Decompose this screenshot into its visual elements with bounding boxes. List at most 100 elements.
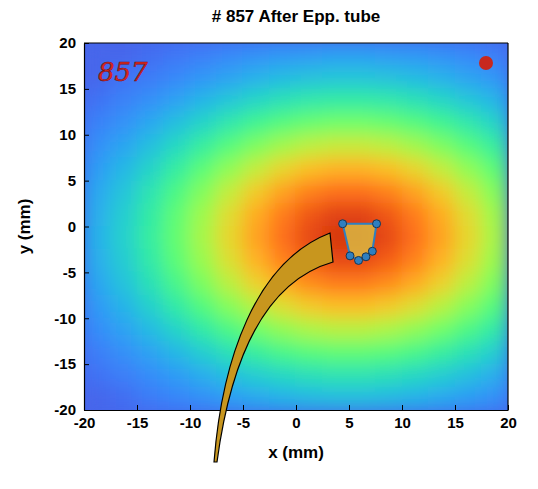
y-axis-title: y (mm) [15, 199, 34, 255]
heatmap-cell [84, 341, 111, 365]
polygon-vertex [355, 256, 363, 264]
heatmap [84, 43, 508, 410]
heatmap-cell [349, 134, 377, 158]
heatmap-cell [190, 249, 218, 273]
axis: -20-15-10-505101520 [74, 405, 517, 431]
heatmap-cell [110, 157, 138, 181]
heatmap-cell [322, 65, 350, 89]
heatmap-cell [455, 387, 483, 410]
heatmap-cell [296, 157, 324, 181]
heatmap-cell [269, 88, 297, 112]
heatmap-cell [375, 157, 403, 181]
heatmap-cell [296, 364, 324, 388]
heatmap-cell [216, 249, 244, 273]
heatmap-cell [296, 111, 324, 135]
heatmap-cell [296, 88, 324, 112]
heatmap-cell [349, 364, 377, 388]
heatmap-cell [349, 272, 377, 296]
heatmap-cell [375, 387, 403, 410]
heatmap-cell [110, 364, 138, 388]
heatmap-cell [481, 111, 508, 135]
heatmap-cell [455, 249, 483, 273]
tick: 5 [345, 405, 353, 431]
heatmap-cell [402, 43, 430, 66]
heatmap-cell [110, 88, 138, 112]
heatmap-cell [402, 111, 430, 135]
heatmap-cell [402, 364, 430, 388]
heatmap-cell [296, 65, 324, 89]
heatmap-cell [375, 43, 403, 66]
heatmap-cell [163, 203, 191, 227]
heatmap-cell [269, 180, 297, 204]
heatmap-cell [349, 387, 377, 410]
tick-label: 5 [68, 172, 76, 189]
heatmap-cell [349, 65, 377, 89]
tick-label: 10 [59, 126, 76, 143]
heatmap-cell [481, 134, 508, 158]
heatmap-cell [216, 111, 244, 135]
heatmap-cell [455, 226, 483, 250]
heatmap-cell [84, 272, 111, 296]
heatmap-cell [84, 387, 111, 410]
heatmap-cell [163, 134, 191, 158]
heatmap-cell [190, 157, 218, 181]
heatmap-cell [455, 364, 483, 388]
tick: 10 [394, 405, 411, 431]
heatmap-cell [269, 203, 297, 227]
heatmap-cell [84, 226, 111, 250]
heatmap-cell [110, 249, 138, 273]
heatmap-cell [163, 88, 191, 112]
frame [84, 42, 508, 43]
heatmap-cell [110, 111, 138, 135]
heatmap-cell [296, 341, 324, 365]
heatmap-cell [322, 272, 350, 296]
tick-label: -20 [74, 414, 96, 431]
axis-line [85, 410, 509, 411]
tick-mark [84, 318, 89, 319]
tick-label: -5 [237, 414, 250, 431]
heatmap-cell [84, 318, 111, 342]
heatmap-cell [428, 249, 456, 273]
tick-label: 0 [292, 414, 300, 431]
chart: -20-15-10-505101520-20-15-10-50510152085… [0, 0, 538, 489]
heatmap-cell [428, 134, 456, 158]
heatmap-cell [322, 134, 350, 158]
heatmap-cell [269, 157, 297, 181]
tick-label: -10 [54, 310, 76, 327]
tick-label: -5 [63, 264, 76, 281]
heatmap-cell [190, 203, 218, 227]
heatmap-cell [375, 318, 403, 342]
heatmap-cell [455, 203, 483, 227]
heatmap-cell [84, 203, 111, 227]
heatmap-cell [190, 65, 218, 89]
heatmap-cell [269, 364, 297, 388]
heatmap-cell [455, 318, 483, 342]
heatmap-cell [455, 180, 483, 204]
heatmap-cell [269, 43, 297, 66]
heatmap-cell [137, 111, 165, 135]
heatmap-cell [190, 318, 218, 342]
polygon-vertex [373, 220, 381, 228]
heatmap-cell [269, 387, 297, 410]
heatmap-cell [428, 295, 456, 319]
tick-mark [455, 405, 456, 410]
heatmap-cell [216, 295, 244, 319]
heatmap-cell [322, 295, 350, 319]
tick-mark [84, 89, 89, 90]
heatmap-cell [375, 249, 403, 273]
heatmap-cell [428, 43, 456, 66]
heatmap-cell [269, 65, 297, 89]
heatmap-cell [428, 157, 456, 181]
heatmap-cell [322, 43, 350, 66]
heatmap-cell [269, 341, 297, 365]
heatmap-cell [163, 65, 191, 89]
heatmap-cell [349, 88, 377, 112]
heatmap-cell [322, 341, 350, 365]
heatmap-cell [428, 272, 456, 296]
heatmap-cell [243, 43, 271, 66]
heatmap-cell [375, 180, 403, 204]
heatmap-cell [243, 111, 271, 135]
heatmap-cell [322, 111, 350, 135]
heatmap-cell [322, 88, 350, 112]
heatmap-cell [269, 134, 297, 158]
